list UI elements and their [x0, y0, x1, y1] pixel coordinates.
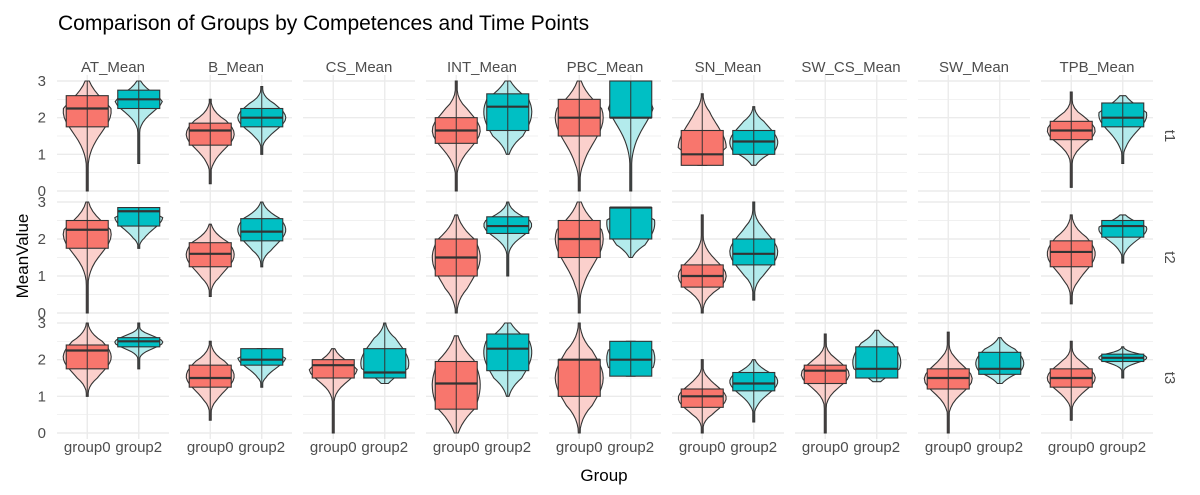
panel-t3-pbc-mean [549, 317, 661, 439]
x-tick-label-group0: group0 [556, 439, 603, 456]
panel-t1-pbc-mean [549, 75, 661, 197]
x-tick-label-group2: group2 [115, 439, 162, 456]
facet-label-t1: t1 [1161, 130, 1178, 143]
y-tick-label: 1 [38, 388, 46, 405]
y-tick-label: 0 [38, 305, 46, 322]
panel-t3-b-mean [180, 317, 292, 439]
facet-grid: AT_Mean B_Mean CS_Mean INT_Mean PBC_Mean SN_M… [38, 59, 1178, 456]
y-axis-title: MeanValue [13, 214, 32, 299]
facet-label-sw-cs-mean: SW_CS_Mean [801, 59, 900, 76]
x-tick-label-group0: group0 [64, 439, 111, 456]
x-tick-label-group2: group2 [853, 439, 900, 456]
panel-t1-at-mean [57, 75, 169, 197]
panel-t2-cs-mean [303, 196, 415, 319]
x-tick-label-group0: group0 [925, 439, 972, 456]
panel-t2-tpb-mean [1041, 196, 1153, 319]
facet-label-cs-mean: CS_Mean [326, 59, 393, 76]
y-tick-label: 0 [38, 183, 46, 200]
y-tick-label: 0 [38, 425, 46, 442]
panel-t1-sw-cs-mean [795, 75, 907, 197]
panel-t2-sw-cs-mean [795, 196, 907, 319]
panel-t1-b-mean [180, 75, 292, 197]
x-tick-label-group2: group2 [484, 439, 531, 456]
panel-t1-int-mean [426, 75, 538, 197]
facet-label-at-mean: AT_Mean [81, 59, 145, 76]
x-axis-title: Group [580, 466, 627, 485]
x-tick-label-group0: group0 [187, 439, 234, 456]
y-tick-label: 1 [38, 146, 46, 163]
panel-t2-sn-mean [672, 196, 784, 319]
panel-t3-sw-cs-mean [795, 317, 907, 439]
y-tick-label: 1 [38, 268, 46, 285]
facet-label-t3: t3 [1161, 372, 1178, 385]
x-tick-label-group2: group2 [730, 439, 777, 456]
panel-t2-at-mean [57, 196, 169, 319]
x-tick-label-group2: group2 [238, 439, 285, 456]
panel-t1-cs-mean [303, 75, 415, 197]
panel-t3-sw-mean [918, 317, 1030, 439]
panel-t2-pbc-mean [549, 196, 661, 319]
x-tick-label-group0: group0 [1048, 439, 1095, 456]
panel-t2-sw-mean [918, 196, 1030, 319]
x-tick-label-group0: group0 [433, 439, 480, 456]
x-tick-label-group2: group2 [607, 439, 654, 456]
panel-t2-b-mean [180, 196, 292, 319]
facet-label-sw-mean: SW_Mean [939, 59, 1009, 76]
facet-label-pbc-mean: PBC_Mean [567, 59, 644, 76]
x-tick-label-group0: group0 [310, 439, 357, 456]
x-tick-label-group0: group0 [679, 439, 726, 456]
panel-t1-sw-mean [918, 75, 1030, 197]
panel-t1-tpb-mean [1041, 75, 1153, 197]
y-tick-label: 2 [38, 110, 46, 127]
facet-label-b-mean: B_Mean [208, 59, 264, 76]
panel-t2-int-mean [426, 196, 538, 319]
x-tick-label-group2: group2 [1099, 439, 1146, 456]
y-tick-label: 2 [38, 231, 46, 248]
y-tick-label: 3 [38, 194, 46, 211]
x-tick-label-group2: group2 [361, 439, 408, 456]
panel-t1-sn-mean [672, 75, 784, 197]
panel-t3-at-mean [57, 317, 169, 439]
panel-t3-int-mean [426, 317, 538, 439]
panel-t3-sn-mean [672, 317, 784, 439]
facet-label-int-mean: INT_Mean [447, 59, 517, 76]
y-tick-label: 3 [38, 73, 46, 90]
y-tick-label: 3 [38, 315, 46, 332]
y-tick-label: 2 [38, 352, 46, 369]
x-tick-label-group0: group0 [802, 439, 849, 456]
facet-label-tpb-mean: TPB_Mean [1059, 59, 1134, 76]
panel-t3-tpb-mean [1041, 317, 1153, 439]
x-tick-label-group2: group2 [976, 439, 1023, 456]
chart-title: Comparison of Groups by Competences and … [58, 12, 589, 35]
facet-label-t2: t2 [1161, 251, 1178, 264]
panel-t3-cs-mean [303, 317, 415, 439]
facet-label-sn-mean: SN_Mean [695, 59, 762, 76]
